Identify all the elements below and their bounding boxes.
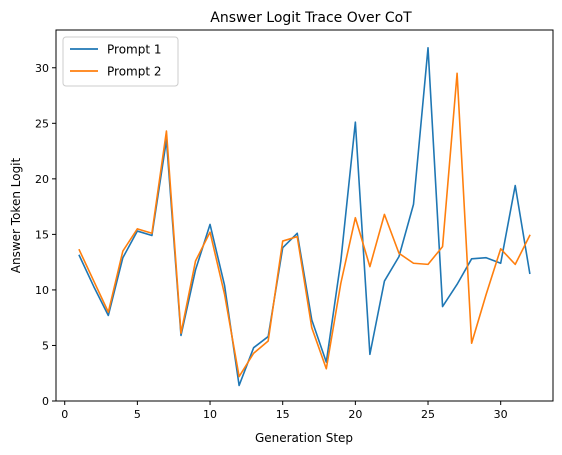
- y-tick-label: 15: [35, 228, 49, 241]
- axes-frame: [55, 29, 554, 402]
- y-tick-label: 30: [35, 62, 49, 75]
- y-tick-label: 20: [35, 173, 49, 186]
- x-axis: 0 5 10 15 20 25 30: [61, 401, 508, 421]
- y-tick-label: 5: [42, 339, 49, 352]
- legend: Prompt 1 Prompt 2: [62, 36, 179, 87]
- x-tick-label: 30: [494, 408, 508, 421]
- legend-label-prompt-1: Prompt 1: [107, 43, 162, 57]
- chart-title: Answer Logit Trace Over CoT: [210, 10, 412, 26]
- y-tick-label: 25: [35, 117, 49, 130]
- x-tick-label: 10: [203, 408, 217, 421]
- x-tick-label: 20: [348, 408, 362, 421]
- legend-label-prompt-2: Prompt 2: [107, 65, 162, 79]
- y-axis-label: Answer Token Logit: [9, 157, 23, 273]
- y-axis: 0 5 10 15 20 25 30: [35, 62, 56, 408]
- y-tick-label: 10: [35, 284, 49, 297]
- x-axis-label: Generation Step: [255, 431, 353, 445]
- x-tick-label: 15: [276, 408, 290, 421]
- y-tick-label: 0: [42, 395, 49, 408]
- x-tick-label: 0: [61, 408, 68, 421]
- plot-area: [78, 46, 531, 387]
- series-line-prompt-2: [78, 72, 531, 378]
- x-tick-label: 25: [421, 408, 435, 421]
- x-tick-label: 5: [134, 408, 141, 421]
